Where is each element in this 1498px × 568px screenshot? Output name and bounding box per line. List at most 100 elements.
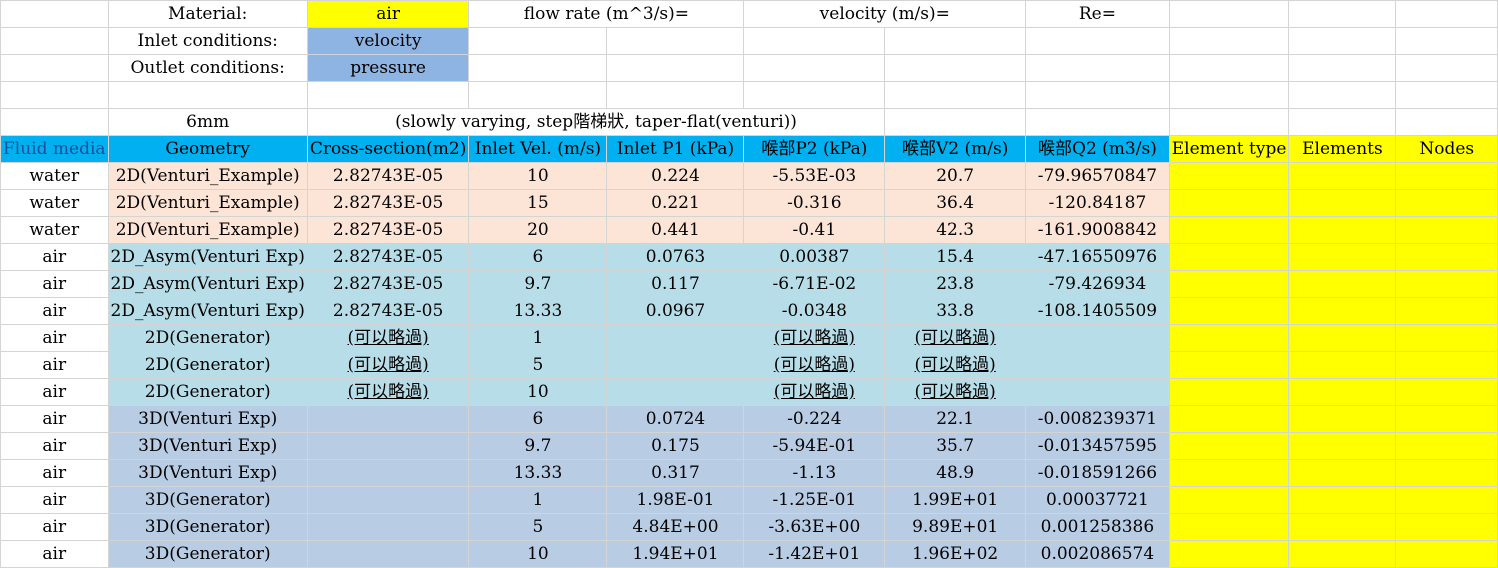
inlet-velocity-cell[interactable]: 13.33 — [468, 297, 608, 325]
cell[interactable] — [1168, 108, 1290, 136]
inlet-velocity-cell[interactable]: 20 — [468, 216, 608, 244]
nodes-cell[interactable] — [1395, 513, 1498, 541]
inlet-velocity-cell[interactable]: 9.7 — [468, 432, 608, 460]
fluid-media-cell[interactable]: air — [0, 459, 109, 487]
inlet-label[interactable]: Inlet conditions: — [107, 27, 308, 55]
inlet-p1-cell[interactable]: 1.94E+01 — [606, 540, 745, 568]
element-type-cell[interactable] — [1168, 243, 1290, 271]
cross-section-cell[interactable]: 2.82743E-05 — [306, 297, 470, 325]
cell[interactable] — [1395, 54, 1498, 82]
inlet-p1-cell[interactable]: 1.98E-01 — [606, 486, 745, 514]
nodes-cell[interactable] — [1395, 189, 1498, 217]
cell[interactable] — [743, 27, 886, 55]
throat-q2-cell[interactable]: -47.16550976 — [1025, 243, 1170, 271]
geometry-cell[interactable]: 3D(Generator) — [107, 540, 308, 568]
inlet-p1-cell[interactable]: 0.317 — [606, 459, 745, 487]
cell[interactable] — [1395, 81, 1498, 109]
nodes-cell[interactable] — [1395, 351, 1498, 379]
cross-section-cell[interactable]: (可以略過) — [306, 351, 470, 379]
nodes-cell[interactable] — [1395, 216, 1498, 244]
velocity-label[interactable]: velocity (m/s)= — [743, 0, 1027, 28]
header-geometry[interactable]: Geometry — [107, 135, 308, 163]
header-element-type[interactable]: Element type — [1168, 135, 1290, 163]
cell[interactable] — [468, 54, 608, 82]
geometry-cell[interactable]: 2D(Venturi_Example) — [107, 162, 308, 190]
throat-q2-cell[interactable]: -161.9008842 — [1025, 216, 1170, 244]
cell[interactable] — [1288, 108, 1397, 136]
cell[interactable] — [1168, 81, 1290, 109]
elements-cell[interactable] — [1288, 216, 1397, 244]
header-inlet-p1[interactable]: Inlet P1 (kPa) — [606, 135, 745, 163]
elements-cell[interactable] — [1288, 540, 1397, 568]
elements-cell[interactable] — [1288, 351, 1397, 379]
inlet-velocity-cell[interactable]: 10 — [468, 162, 608, 190]
header-elements[interactable]: Elements — [1288, 135, 1397, 163]
size-label[interactable]: 6mm — [107, 108, 308, 136]
cross-section-cell[interactable]: (可以略過) — [306, 324, 470, 352]
inlet-velocity-cell[interactable]: 10 — [468, 378, 608, 406]
header-throat-p2[interactable]: 喉部P2 (kPa) — [743, 135, 886, 163]
throat-v2-cell[interactable]: 36.4 — [884, 189, 1027, 217]
cell[interactable] — [1395, 27, 1498, 55]
cell[interactable] — [1168, 54, 1290, 82]
header-nodes[interactable]: Nodes — [1395, 135, 1498, 163]
throat-p2-cell[interactable]: -0.41 — [743, 216, 886, 244]
cell[interactable] — [1168, 27, 1290, 55]
element-type-cell[interactable] — [1168, 162, 1290, 190]
throat-p2-cell[interactable]: 0.00387 — [743, 243, 886, 271]
elements-cell[interactable] — [1288, 432, 1397, 460]
fluid-media-cell[interactable]: air — [0, 324, 109, 352]
throat-v2-cell[interactable]: 42.3 — [884, 216, 1027, 244]
nodes-cell[interactable] — [1395, 378, 1498, 406]
element-type-cell[interactable] — [1168, 486, 1290, 514]
cell[interactable] — [884, 81, 1027, 109]
cell[interactable] — [743, 81, 886, 109]
throat-p2-cell[interactable]: (可以略過) — [743, 351, 886, 379]
inlet-p1-cell[interactable]: 0.175 — [606, 432, 745, 460]
cell[interactable] — [306, 81, 470, 109]
throat-q2-cell[interactable]: 0.001258386 — [1025, 513, 1170, 541]
cross-section-cell[interactable]: 2.82743E-05 — [306, 189, 470, 217]
element-type-cell[interactable] — [1168, 540, 1290, 568]
cell[interactable] — [0, 54, 109, 82]
throat-q2-cell[interactable]: -108.1405509 — [1025, 297, 1170, 325]
throat-q2-cell[interactable]: -0.018591266 — [1025, 459, 1170, 487]
cell[interactable] — [606, 54, 745, 82]
cross-section-cell[interactable] — [306, 513, 470, 541]
nodes-cell[interactable] — [1395, 405, 1498, 433]
cell[interactable] — [0, 27, 109, 55]
throat-v2-cell[interactable]: 33.8 — [884, 297, 1027, 325]
geometry-cell[interactable]: 2D_Asym(Venturi Exp) — [107, 297, 308, 325]
nodes-cell[interactable] — [1395, 459, 1498, 487]
throat-q2-cell[interactable]: 0.00037721 — [1025, 486, 1170, 514]
nodes-cell[interactable] — [1395, 324, 1498, 352]
outlet-value[interactable]: pressure — [306, 54, 470, 82]
geometry-cell[interactable]: 2D(Venturi_Example) — [107, 189, 308, 217]
cell[interactable] — [1288, 0, 1397, 28]
throat-q2-cell[interactable]: -79.426934 — [1025, 270, 1170, 298]
cross-section-cell[interactable] — [306, 405, 470, 433]
cell[interactable] — [1168, 0, 1290, 28]
throat-q2-cell[interactable]: -0.008239371 — [1025, 405, 1170, 433]
inlet-p1-cell[interactable]: 0.0967 — [606, 297, 745, 325]
cell[interactable] — [1025, 81, 1170, 109]
throat-p2-cell[interactable]: -5.94E-01 — [743, 432, 886, 460]
throat-p2-cell[interactable]: -1.42E+01 — [743, 540, 886, 568]
inlet-velocity-cell[interactable]: 1 — [468, 486, 608, 514]
cross-section-cell[interactable] — [306, 459, 470, 487]
element-type-cell[interactable] — [1168, 189, 1290, 217]
elements-cell[interactable] — [1288, 324, 1397, 352]
throat-p2-cell[interactable]: -1.25E-01 — [743, 486, 886, 514]
inlet-velocity-cell[interactable]: 5 — [468, 513, 608, 541]
fluid-media-cell[interactable]: air — [0, 270, 109, 298]
throat-v2-cell[interactable]: 22.1 — [884, 405, 1027, 433]
nodes-cell[interactable] — [1395, 486, 1498, 514]
throat-p2-cell[interactable]: -0.0348 — [743, 297, 886, 325]
inlet-velocity-cell[interactable]: 10 — [468, 540, 608, 568]
throat-v2-cell[interactable]: 15.4 — [884, 243, 1027, 271]
header-throat-v2[interactable]: 喉部V2 (m/s) — [884, 135, 1027, 163]
throat-q2-cell[interactable] — [1025, 324, 1170, 352]
throat-p2-cell[interactable]: -3.63E+00 — [743, 513, 886, 541]
cell[interactable] — [468, 27, 608, 55]
geometry-cell[interactable]: 3D(Venturi Exp) — [107, 405, 308, 433]
